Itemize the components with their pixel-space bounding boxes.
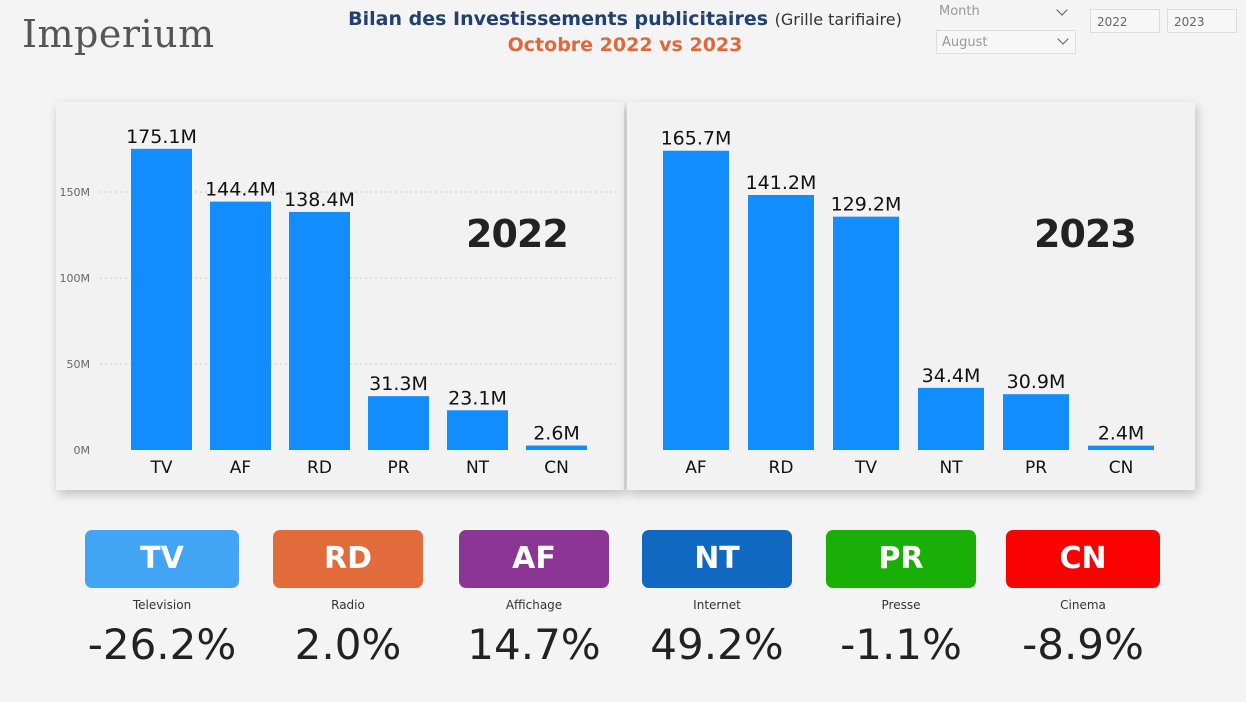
change-percent: 14.7% — [467, 620, 601, 669]
logo: Imperium — [22, 12, 215, 56]
x-tick-label: CN — [1109, 458, 1134, 478]
data-label: 34.4M — [922, 365, 981, 387]
chevron-down-icon — [1056, 4, 1068, 16]
category-name: Internet — [693, 598, 741, 612]
month-dropdown-value: August — [942, 35, 988, 50]
card-nt: NT — [642, 530, 792, 588]
x-tick-label: RD — [307, 458, 332, 478]
bar — [447, 410, 508, 450]
x-tick-label: NT — [466, 458, 490, 478]
data-label: 2.6M — [533, 423, 580, 445]
chart-2023-svg: 165.7M AF 141.2M RD 129.2M TV 34.4M NT 30.9M PR 2.… — [661, 128, 1154, 478]
data-label: 23.1M — [448, 387, 507, 409]
card-af: AF — [459, 530, 609, 588]
change-percent: -1.1% — [840, 620, 962, 669]
data-label: 31.3M — [369, 373, 428, 395]
bar — [210, 201, 271, 450]
bar — [1003, 394, 1069, 450]
bar — [368, 396, 429, 450]
year-from-input[interactable]: 2022 — [1090, 9, 1160, 33]
x-tick-label: PR — [387, 458, 409, 478]
month-slicer-label: Month — [939, 4, 980, 19]
data-label: 175.1M — [126, 126, 197, 148]
card-pr: PR — [826, 530, 976, 588]
chart-2022: 0M 50M 100M 150M 175.1M TV 144.4M AF 138.4M RD 31.… — [56, 102, 624, 490]
x-tick-label: CN — [544, 458, 569, 478]
data-label: 165.7M — [661, 128, 732, 150]
category-name: Presse — [881, 598, 921, 612]
x-tick-label: AF — [685, 458, 706, 478]
chart-2023: 165.7M AF 141.2M RD 129.2M TV 34.4M NT 30.9M PR 2.… — [627, 102, 1195, 490]
chart-2022-svg: 0M 50M 100M 150M 175.1M TV 144.4M AF 138.4M RD 31.… — [60, 126, 616, 478]
data-label: 30.9M — [1007, 371, 1066, 393]
bar — [663, 150, 729, 451]
change-percent: -26.2% — [87, 620, 237, 669]
category-name: Cinema — [1060, 598, 1106, 612]
bar — [131, 148, 192, 450]
x-tick-label: AF — [230, 458, 251, 478]
subtitle: Octobre 2022 vs 2023 — [507, 34, 743, 56]
title-sub: (Grille tarifiaire) — [774, 10, 902, 29]
month-dropdown[interactable]: August — [936, 30, 1076, 54]
data-label: 141.2M — [746, 172, 817, 194]
bar — [748, 194, 814, 450]
card-tv: TV — [85, 530, 239, 588]
chevron-down-icon — [1057, 33, 1069, 45]
bar — [1088, 445, 1154, 450]
change-percent: 49.2% — [650, 620, 784, 669]
y-tick-label: 100M — [60, 272, 91, 285]
chart-2023-title: 2023 — [1034, 212, 1137, 256]
title-text: Bilan des Investissements publicitaires — [348, 8, 769, 30]
y-tick-label: 50M — [67, 358, 91, 371]
card-rd: RD — [273, 530, 423, 588]
category-name: Television — [132, 598, 192, 612]
card-cn: CN — [1006, 530, 1160, 588]
report-title: Bilan des Investissements publicitaires … — [300, 8, 950, 56]
category-name: Affichage — [505, 598, 563, 612]
chart-2022-title: 2022 — [466, 212, 569, 256]
month-slicer[interactable]: Month — [936, 2, 1074, 24]
change-percent: 2.0% — [294, 620, 402, 669]
bar — [918, 387, 984, 450]
bar — [289, 211, 350, 450]
x-tick-label: TV — [854, 458, 877, 478]
category-name: Radio — [331, 598, 365, 612]
data-label: 129.2M — [831, 194, 902, 216]
y-tick-label: 150M — [60, 186, 91, 199]
data-label: 138.4M — [284, 189, 355, 211]
x-tick-label: PR — [1025, 458, 1047, 478]
year-to-input[interactable]: 2023 — [1167, 9, 1237, 33]
x-tick-label: RD — [769, 458, 794, 478]
bar — [526, 445, 587, 450]
x-tick-label: TV — [149, 458, 172, 478]
data-label: 2.4M — [1098, 423, 1145, 445]
y-tick-label: 0M — [74, 444, 91, 457]
bar — [833, 216, 899, 450]
data-label: 144.4M — [205, 179, 276, 201]
x-tick-label: NT — [939, 458, 963, 478]
change-percent: -8.9% — [1022, 620, 1144, 669]
